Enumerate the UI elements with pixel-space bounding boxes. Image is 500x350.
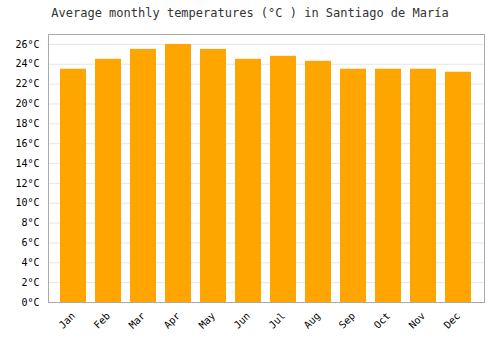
svg-text:Jan: Jan: [57, 310, 78, 331]
svg-text:Sep: Sep: [337, 310, 358, 331]
svg-text:Dec: Dec: [442, 310, 463, 331]
svg-text:4°C: 4°C: [21, 257, 39, 268]
svg-text:Mar: Mar: [127, 310, 148, 331]
svg-text:May: May: [197, 310, 218, 331]
svg-text:10°C: 10°C: [15, 197, 39, 208]
svg-text:2°C: 2°C: [21, 277, 39, 288]
svg-text:Aug: Aug: [302, 310, 323, 331]
svg-text:12°C: 12°C: [15, 178, 39, 189]
svg-text:14°C: 14°C: [15, 158, 39, 169]
svg-text:6°C: 6°C: [21, 237, 39, 248]
html-text:Average monthly temperatures (: Average monthly temperatures (°C ) in Sa…: [51, 6, 449, 20]
svg-text:26°C: 26°C: [15, 39, 39, 50]
svg-text:Nov: Nov: [407, 310, 428, 331]
svg-text:Jul: Jul: [267, 310, 288, 331]
svg-text:20°C: 20°C: [15, 98, 39, 109]
svg-text:24°C: 24°C: [15, 58, 39, 69]
svg-text:8°C: 8°C: [21, 217, 39, 228]
svg-text:22°C: 22°C: [15, 78, 39, 89]
svg-text:Oct: Oct: [372, 310, 393, 331]
svg-text:Feb: Feb: [92, 310, 113, 331]
svg-text:Jun: Jun: [232, 310, 253, 331]
svg-text:Apr: Apr: [162, 310, 183, 331]
svg-text:18°C: 18°C: [15, 118, 39, 129]
svg-text:16°C: 16°C: [15, 138, 39, 149]
svg-text:0°C: 0°C: [21, 297, 39, 308]
